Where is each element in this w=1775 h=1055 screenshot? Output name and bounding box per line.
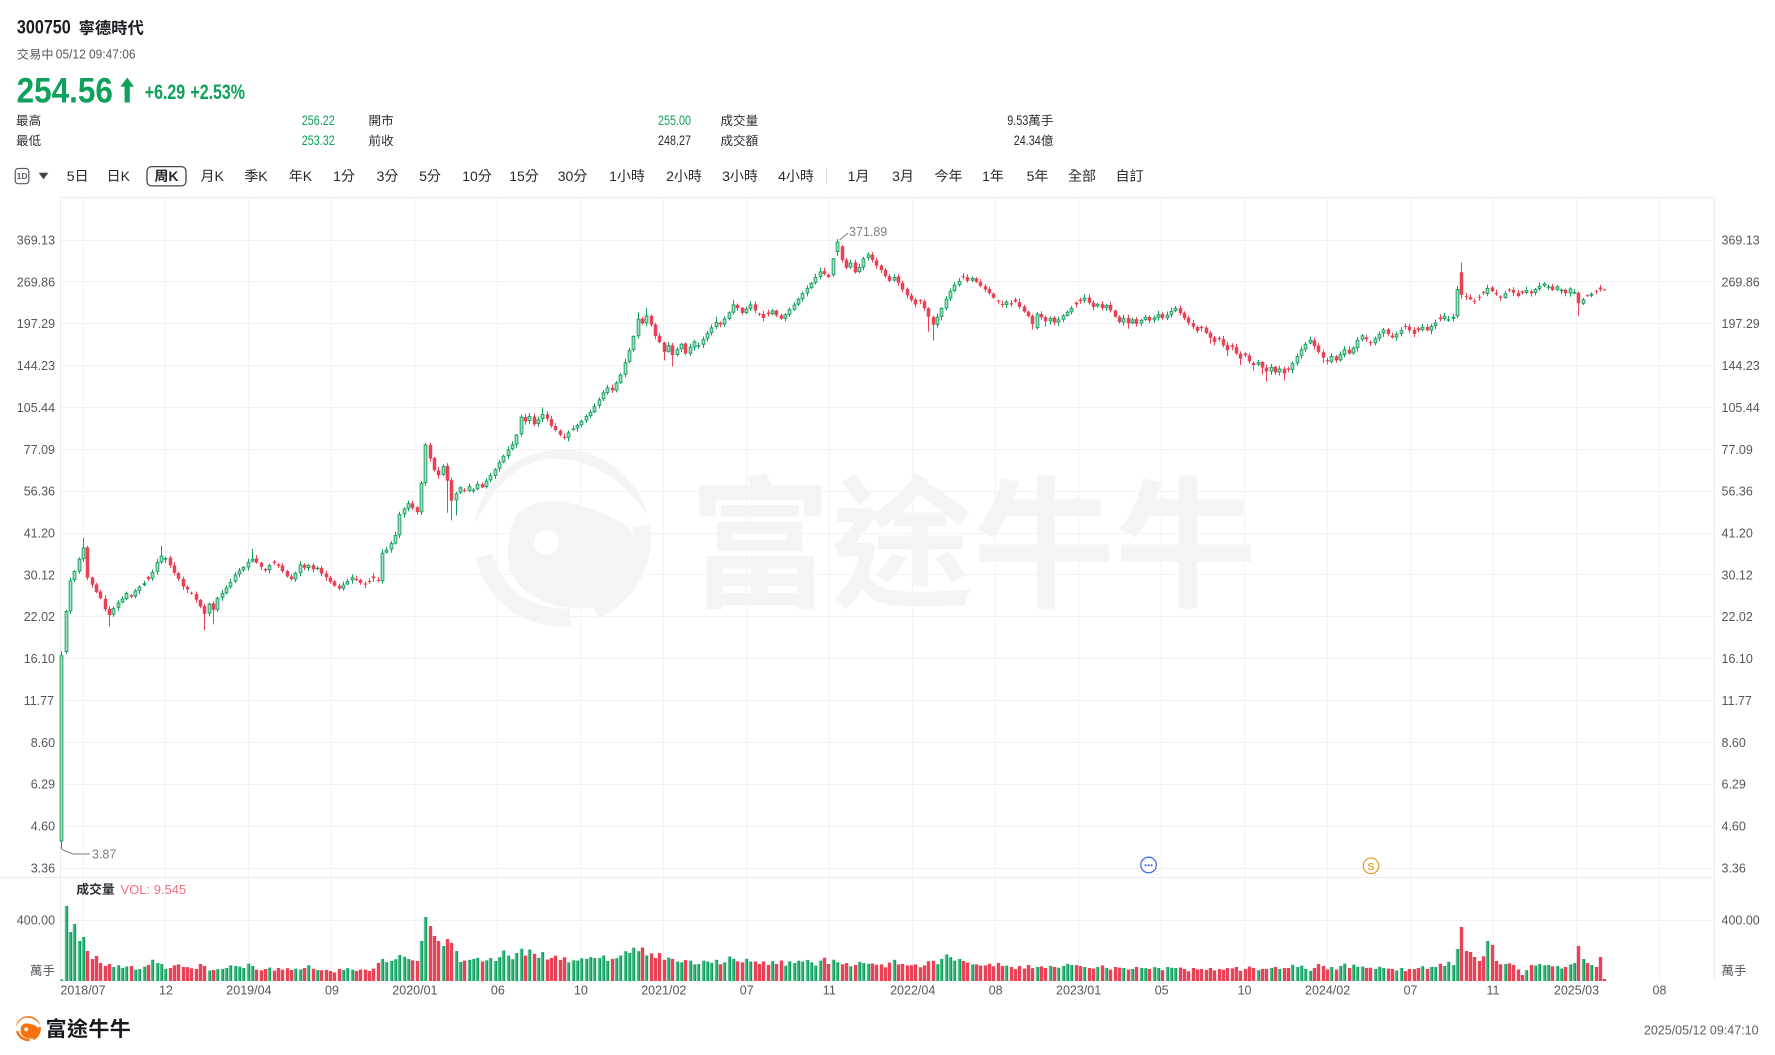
svg-text:1D: 1D [17,171,28,181]
svg-text:6.29: 6.29 [1722,778,1746,792]
svg-text:10: 10 [462,168,478,184]
svg-text:3: 3 [722,168,730,184]
svg-text:105.44: 105.44 [17,401,55,415]
svg-text:369.13: 369.13 [17,234,55,248]
svg-text:77.09: 77.09 [1722,443,1753,457]
svg-text:10: 10 [574,984,588,998]
svg-text:41.20: 41.20 [1722,527,1753,541]
svg-text:144.23: 144.23 [1722,359,1760,373]
svg-text:07: 07 [740,984,754,998]
svg-text:4.60: 4.60 [31,820,55,834]
svg-text:3: 3 [892,168,900,184]
svg-text:144.23: 144.23 [17,359,55,373]
svg-text:255.00: 255.00 [658,113,691,128]
svg-text:11.77: 11.77 [1722,694,1752,708]
svg-text:4: 4 [778,168,786,184]
svg-text:269.86: 269.86 [1722,275,1760,289]
svg-text:1: 1 [848,168,856,184]
svg-text:369.13: 369.13 [1722,234,1760,248]
svg-text:12: 12 [159,984,173,998]
svg-text:269.86: 269.86 [17,275,55,289]
svg-text:3.36: 3.36 [31,861,55,875]
svg-text:253.32: 253.32 [302,133,335,148]
svg-text:1: 1 [333,168,341,184]
svg-text:2024/02: 2024/02 [1305,984,1350,998]
svg-text:4.60: 4.60 [1722,820,1746,834]
svg-text:2023/01: 2023/01 [1056,984,1101,998]
svg-text:S: S [1367,861,1374,873]
svg-text:K: K [168,168,178,184]
svg-text:11: 11 [823,984,836,998]
svg-text:2: 2 [666,168,674,184]
svg-text:2019/04: 2019/04 [226,984,271,998]
svg-text:15: 15 [509,168,525,184]
svg-text:105.44: 105.44 [1722,401,1760,415]
svg-text:24.34: 24.34 [1014,133,1041,148]
svg-text:9.53: 9.53 [1007,113,1028,128]
svg-text:08: 08 [989,984,1003,998]
svg-text:09: 09 [325,984,339,998]
svg-text:400.00: 400.00 [17,914,55,928]
svg-text:16.10: 16.10 [24,652,55,666]
svg-text:56.36: 56.36 [1722,485,1753,499]
svg-text:+2.53%: +2.53% [190,80,245,104]
svg-text:3.36: 3.36 [1722,861,1746,875]
svg-text:254.56: 254.56 [17,72,113,111]
svg-text:8.60: 8.60 [1722,736,1746,750]
svg-text:2018/07: 2018/07 [60,984,105,998]
svg-text:77.09: 77.09 [24,443,55,457]
svg-text:11: 11 [1487,984,1500,998]
svg-text:1: 1 [609,168,617,184]
svg-text:41.20: 41.20 [24,527,55,541]
svg-text:08: 08 [1653,984,1667,998]
svg-text:2020/01: 2020/01 [392,984,437,998]
svg-text:3.87: 3.87 [92,848,116,862]
svg-text:256.22: 256.22 [302,113,335,128]
svg-text:K: K [121,168,131,184]
svg-text:07: 07 [1404,984,1418,998]
svg-text:8.60: 8.60 [31,736,55,750]
svg-text:197.29: 197.29 [1722,317,1760,331]
svg-text:05/12 09:47:06: 05/12 09:47:06 [56,47,136,62]
svg-text:K: K [303,168,313,184]
svg-text:6.29: 6.29 [31,778,55,792]
svg-text:VOL: 9.545: VOL: 9.545 [121,882,187,897]
svg-text:3: 3 [377,168,385,184]
svg-text:16.10: 16.10 [1722,652,1753,666]
svg-text:11.77: 11.77 [24,694,54,708]
svg-text:197.29: 197.29 [17,317,55,331]
svg-text:K: K [258,168,268,184]
svg-text:5: 5 [67,168,75,184]
svg-text:5: 5 [1027,168,1035,184]
svg-text:56.36: 56.36 [24,485,55,499]
svg-text:10: 10 [1238,984,1252,998]
svg-text:400.00: 400.00 [1722,914,1760,928]
svg-text:05: 05 [1155,984,1169,998]
svg-text:2022/04: 2022/04 [890,984,935,998]
svg-text:30.12: 30.12 [24,568,55,582]
svg-text:2025/03: 2025/03 [1554,984,1599,998]
svg-text:30: 30 [558,168,574,184]
svg-text:K: K [215,168,225,184]
svg-text:248.27: 248.27 [658,133,691,148]
svg-text:+6.29: +6.29 [145,80,185,104]
svg-text:5: 5 [419,168,427,184]
svg-text:06: 06 [491,984,505,998]
svg-text:22.02: 22.02 [1722,610,1753,624]
svg-text:1: 1 [982,168,990,184]
svg-text:2025/05/12 09:47:10: 2025/05/12 09:47:10 [1644,1023,1759,1037]
svg-text:371.89: 371.89 [849,225,887,239]
svg-text:2021/02: 2021/02 [641,984,686,998]
svg-text:22.02: 22.02 [24,610,55,624]
svg-text:30.12: 30.12 [1722,568,1753,582]
svg-text:300750: 300750 [17,16,71,38]
